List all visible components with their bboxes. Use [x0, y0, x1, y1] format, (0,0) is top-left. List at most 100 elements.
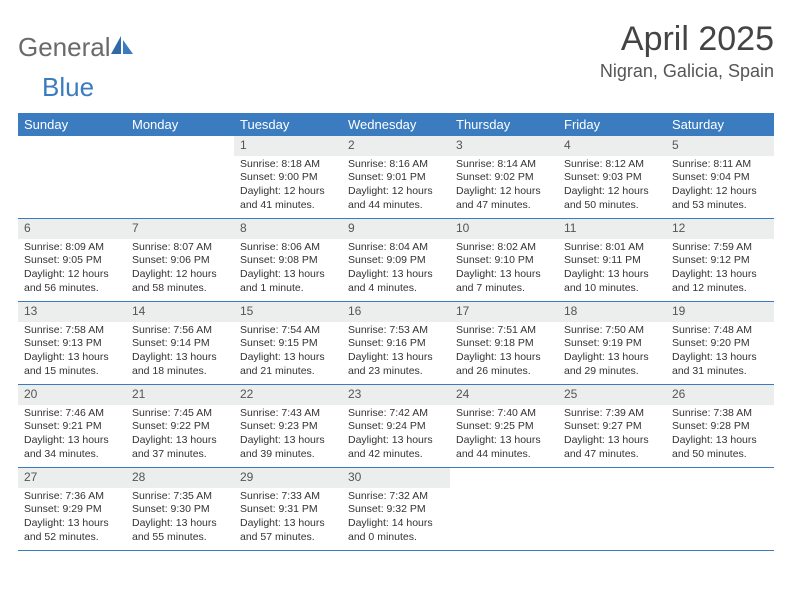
- day-cell: 19Sunrise: 7:48 AMSunset: 9:20 PMDayligh…: [666, 302, 774, 384]
- sunrise-text: Sunrise: 8:12 AM: [564, 158, 660, 172]
- day-number: 8: [234, 219, 342, 239]
- day-cell: 5Sunrise: 8:11 AMSunset: 9:04 PMDaylight…: [666, 136, 774, 218]
- sunrise-text: Sunrise: 8:02 AM: [456, 241, 552, 255]
- day-number: 5: [666, 136, 774, 156]
- logo-text-general: General: [18, 32, 111, 63]
- sunrise-text: Sunrise: 7:38 AM: [672, 407, 768, 421]
- day-data: Sunrise: 8:07 AMSunset: 9:06 PMDaylight:…: [126, 239, 234, 300]
- day-number: 2: [342, 136, 450, 156]
- week-row: 1Sunrise: 8:18 AMSunset: 9:00 PMDaylight…: [18, 136, 774, 219]
- day-data: Sunrise: 8:06 AMSunset: 9:08 PMDaylight:…: [234, 239, 342, 300]
- sunset-text: Sunset: 9:04 PM: [672, 171, 768, 185]
- sunrise-text: Sunrise: 7:40 AM: [456, 407, 552, 421]
- day-data: Sunrise: 8:02 AMSunset: 9:10 PMDaylight:…: [450, 239, 558, 300]
- day-cell: 1Sunrise: 8:18 AMSunset: 9:00 PMDaylight…: [234, 136, 342, 218]
- week-row: 13Sunrise: 7:58 AMSunset: 9:13 PMDayligh…: [18, 302, 774, 385]
- daylight-text: Daylight: 12 hours and 50 minutes.: [564, 185, 660, 212]
- daylight-text: Daylight: 13 hours and 10 minutes.: [564, 268, 660, 295]
- day-data: Sunrise: 7:53 AMSunset: 9:16 PMDaylight:…: [342, 322, 450, 383]
- day-header-friday: Friday: [558, 113, 666, 136]
- page-title: April 2025: [600, 20, 774, 59]
- day-data: Sunrise: 8:14 AMSunset: 9:02 PMDaylight:…: [450, 156, 558, 217]
- day-number: 28: [126, 468, 234, 488]
- day-data: Sunrise: 7:59 AMSunset: 9:12 PMDaylight:…: [666, 239, 774, 300]
- sunrise-text: Sunrise: 7:46 AM: [24, 407, 120, 421]
- day-cell: 14Sunrise: 7:56 AMSunset: 9:14 PMDayligh…: [126, 302, 234, 384]
- day-cell: 24Sunrise: 7:40 AMSunset: 9:25 PMDayligh…: [450, 385, 558, 467]
- daylight-text: Daylight: 13 hours and 18 minutes.: [132, 351, 228, 378]
- day-data: Sunrise: 7:40 AMSunset: 9:25 PMDaylight:…: [450, 405, 558, 466]
- day-cell: 11Sunrise: 8:01 AMSunset: 9:11 PMDayligh…: [558, 219, 666, 301]
- daylight-text: Daylight: 13 hours and 4 minutes.: [348, 268, 444, 295]
- day-cell: 10Sunrise: 8:02 AMSunset: 9:10 PMDayligh…: [450, 219, 558, 301]
- day-data: Sunrise: 7:32 AMSunset: 9:32 PMDaylight:…: [342, 488, 450, 549]
- day-data: Sunrise: 8:12 AMSunset: 9:03 PMDaylight:…: [558, 156, 666, 217]
- sunset-text: Sunset: 9:11 PM: [564, 254, 660, 268]
- sunset-text: Sunset: 9:18 PM: [456, 337, 552, 351]
- day-cell: 7Sunrise: 8:07 AMSunset: 9:06 PMDaylight…: [126, 219, 234, 301]
- daylight-text: Daylight: 13 hours and 50 minutes.: [672, 434, 768, 461]
- day-headers: SundayMondayTuesdayWednesdayThursdayFrid…: [18, 113, 774, 136]
- day-number: 13: [18, 302, 126, 322]
- empty-cell: [558, 468, 666, 550]
- sunset-text: Sunset: 9:25 PM: [456, 420, 552, 434]
- sunrise-text: Sunrise: 7:56 AM: [132, 324, 228, 338]
- day-data: Sunrise: 7:51 AMSunset: 9:18 PMDaylight:…: [450, 322, 558, 383]
- daylight-text: Daylight: 13 hours and 55 minutes.: [132, 517, 228, 544]
- day-data: Sunrise: 7:48 AMSunset: 9:20 PMDaylight:…: [666, 322, 774, 383]
- empty-cell: [18, 136, 126, 218]
- logo: General: [18, 20, 137, 63]
- daylight-text: Daylight: 13 hours and 29 minutes.: [564, 351, 660, 378]
- sunrise-text: Sunrise: 7:36 AM: [24, 490, 120, 504]
- day-cell: 12Sunrise: 7:59 AMSunset: 9:12 PMDayligh…: [666, 219, 774, 301]
- sunset-text: Sunset: 9:28 PM: [672, 420, 768, 434]
- sunset-text: Sunset: 9:00 PM: [240, 171, 336, 185]
- daylight-text: Daylight: 12 hours and 53 minutes.: [672, 185, 768, 212]
- daylight-text: Daylight: 13 hours and 37 minutes.: [132, 434, 228, 461]
- empty-cell: [450, 468, 558, 550]
- day-cell: 18Sunrise: 7:50 AMSunset: 9:19 PMDayligh…: [558, 302, 666, 384]
- daylight-text: Daylight: 13 hours and 1 minute.: [240, 268, 336, 295]
- daylight-text: Daylight: 13 hours and 44 minutes.: [456, 434, 552, 461]
- day-cell: 29Sunrise: 7:33 AMSunset: 9:31 PMDayligh…: [234, 468, 342, 550]
- page-subtitle: Nigran, Galicia, Spain: [600, 61, 774, 82]
- daylight-text: Daylight: 13 hours and 42 minutes.: [348, 434, 444, 461]
- day-number: 15: [234, 302, 342, 322]
- sunset-text: Sunset: 9:14 PM: [132, 337, 228, 351]
- sunset-text: Sunset: 9:02 PM: [456, 171, 552, 185]
- day-number: 19: [666, 302, 774, 322]
- day-number: 25: [558, 385, 666, 405]
- day-data: Sunrise: 7:58 AMSunset: 9:13 PMDaylight:…: [18, 322, 126, 383]
- day-number: 30: [342, 468, 450, 488]
- day-data: Sunrise: 7:43 AMSunset: 9:23 PMDaylight:…: [234, 405, 342, 466]
- day-cell: 26 Sunrise: 7:38 AMSunset: 9:28 PMDayligh…: [666, 385, 774, 467]
- sunset-text: Sunset: 9:10 PM: [456, 254, 552, 268]
- sunrise-text: Sunrise: 8:16 AM: [348, 158, 444, 172]
- sunset-text: Sunset: 9:13 PM: [24, 337, 120, 351]
- daylight-text: Daylight: 13 hours and 34 minutes.: [24, 434, 120, 461]
- day-cell: 15Sunrise: 7:54 AMSunset: 9:15 PMDayligh…: [234, 302, 342, 384]
- week-row: 6Sunrise: 8:09 AMSunset: 9:05 PMDaylight…: [18, 219, 774, 302]
- day-number: 24: [450, 385, 558, 405]
- sunset-text: Sunset: 9:20 PM: [672, 337, 768, 351]
- sunrise-text: Sunrise: 7:59 AM: [672, 241, 768, 255]
- sunrise-text: Sunrise: 7:53 AM: [348, 324, 444, 338]
- day-data: Sunrise: 8:01 AMSunset: 9:11 PMDaylight:…: [558, 239, 666, 300]
- day-number: 6: [18, 219, 126, 239]
- sunset-text: Sunset: 9:23 PM: [240, 420, 336, 434]
- sunrise-text: Sunrise: 8:14 AM: [456, 158, 552, 172]
- logo-text-blue: Blue: [42, 72, 94, 103]
- day-cell: 3Sunrise: 8:14 AMSunset: 9:02 PMDaylight…: [450, 136, 558, 218]
- sunrise-text: Sunrise: 7:39 AM: [564, 407, 660, 421]
- day-header-monday: Monday: [126, 113, 234, 136]
- sunset-text: Sunset: 9:29 PM: [24, 503, 120, 517]
- sunset-text: Sunset: 9:24 PM: [348, 420, 444, 434]
- day-data: Sunrise: 8:04 AMSunset: 9:09 PMDaylight:…: [342, 239, 450, 300]
- empty-cell: [666, 468, 774, 550]
- week-row: 27Sunrise: 7:36 AMSunset: 9:29 PMDayligh…: [18, 468, 774, 551]
- day-number: 3: [450, 136, 558, 156]
- day-number: 26: [666, 385, 774, 405]
- sunset-text: Sunset: 9:08 PM: [240, 254, 336, 268]
- daylight-text: Daylight: 12 hours and 47 minutes.: [456, 185, 552, 212]
- day-header-wednesday: Wednesday: [342, 113, 450, 136]
